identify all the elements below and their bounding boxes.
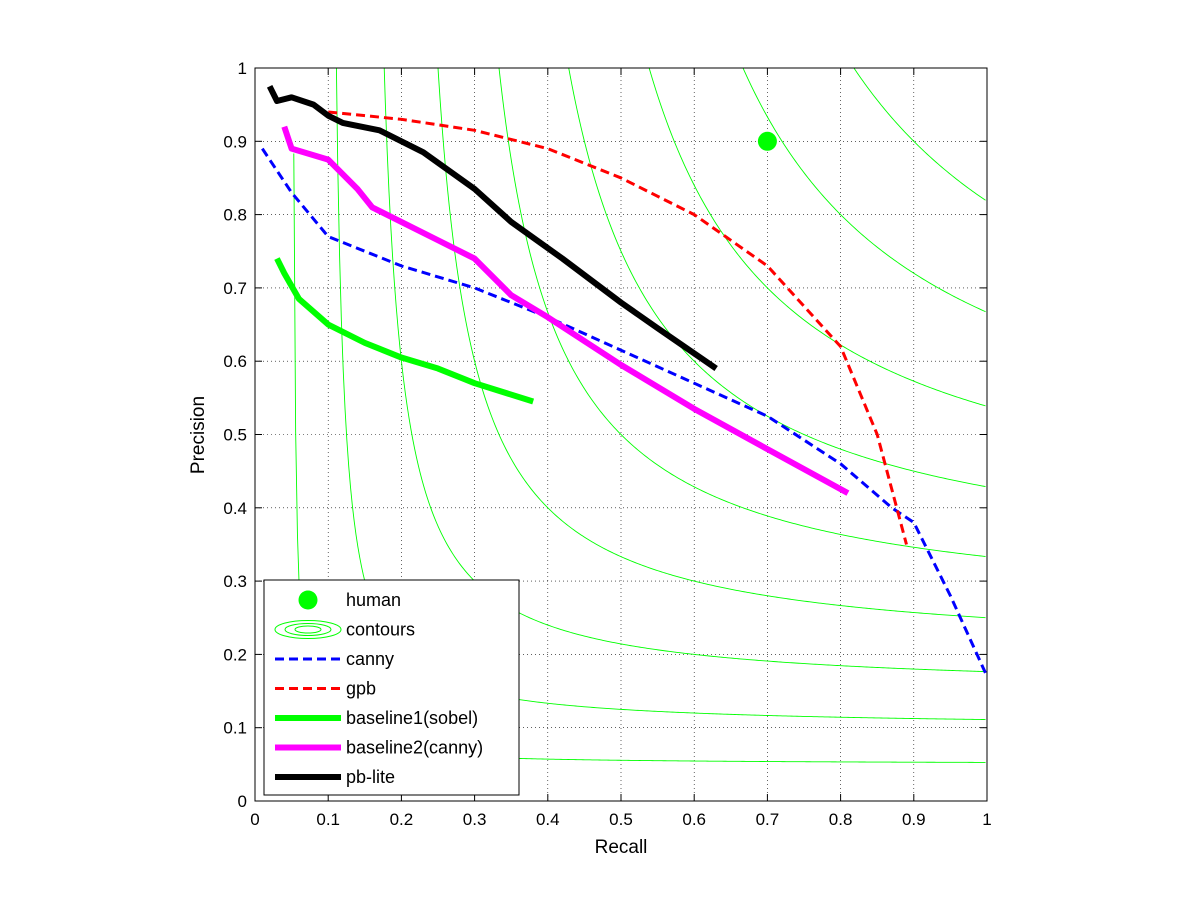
- y-tick-label: 0.9: [223, 132, 247, 151]
- legend-item: baseline2(canny): [275, 738, 483, 758]
- contour-f-0.9: [853, 68, 986, 201]
- contour-f-0.8: [742, 68, 986, 313]
- x-axis-label: Recall: [595, 837, 648, 858]
- y-tick-label: 0.8: [223, 206, 247, 225]
- legend-label: gpb: [346, 679, 376, 699]
- legend-label: baseline1(sobel): [346, 708, 478, 728]
- y-tick-label: 0: [238, 792, 247, 811]
- x-tick-label: 0.1: [316, 810, 340, 829]
- series-line-baseline2(canny): [281, 125, 850, 496]
- x-tick-label: 0.5: [609, 810, 633, 829]
- y-tick-label: 0.5: [223, 426, 247, 445]
- x-tick-label: 0: [250, 810, 259, 829]
- legend: human contours canny gpb baseline1(sobel) bas…: [263, 579, 520, 796]
- legend-swatch-contours: [294, 625, 322, 634]
- x-tick-label: 1: [982, 810, 991, 829]
- axis-ticks: 0 0.1 0.2 0.3 0.4 0.5 0.6 0.7 0.8 0.9 1 0 0.1 0.2 0.3 0…: [223, 59, 991, 829]
- contour-f-0.6: [568, 68, 986, 488]
- data-series: [261, 84, 987, 678]
- legend-label: canny: [346, 649, 394, 669]
- x-tick-label: 0.8: [829, 810, 853, 829]
- y-tick-label: 0.4: [223, 499, 247, 518]
- legend-label: pb-lite: [346, 767, 395, 787]
- legend-box: [263, 579, 520, 796]
- x-tick-label: 0.9: [902, 810, 926, 829]
- legend-swatch-contours: [274, 620, 342, 639]
- series-point-human: [757, 131, 777, 151]
- legend-label: human: [346, 590, 401, 610]
- contour-f-0.7: [648, 68, 986, 407]
- y-tick-label: 0.1: [223, 719, 247, 738]
- legend-swatch-human: [298, 590, 318, 610]
- legend-swatch-contours: [284, 623, 332, 636]
- y-tick-label: 1: [238, 59, 247, 78]
- x-tick-label: 0.2: [390, 810, 414, 829]
- series-line-canny: [261, 147, 987, 678]
- contour-f-0.5: [498, 68, 986, 557]
- x-tick-label: 0.7: [756, 810, 780, 829]
- series-line-baseline1(sobel): [274, 257, 535, 405]
- contour-f-0.4: [437, 68, 986, 619]
- y-tick-label: 0.6: [223, 352, 247, 371]
- y-tick-label: 0.3: [223, 572, 247, 591]
- series-line-pb-lite: [266, 84, 718, 372]
- legend-item: pb-lite: [275, 767, 395, 787]
- y-axis-label: Precision: [188, 396, 209, 474]
- legend-label: baseline2(canny): [346, 738, 483, 758]
- legend-item: human: [298, 590, 401, 610]
- x-tick-label: 0.4: [536, 810, 560, 829]
- legend-item: baseline1(sobel): [275, 708, 478, 728]
- legend-item: gpb: [275, 679, 376, 699]
- legend-label: contours: [346, 620, 415, 640]
- x-tick-label: 0.3: [463, 810, 487, 829]
- series-line-gpb: [328, 110, 908, 545]
- y-tick-label: 0.2: [223, 645, 247, 664]
- legend-item: contours: [274, 620, 415, 640]
- legend-item: canny: [275, 649, 394, 669]
- x-tick-label: 0.6: [682, 810, 706, 829]
- y-tick-label: 0.7: [223, 279, 247, 298]
